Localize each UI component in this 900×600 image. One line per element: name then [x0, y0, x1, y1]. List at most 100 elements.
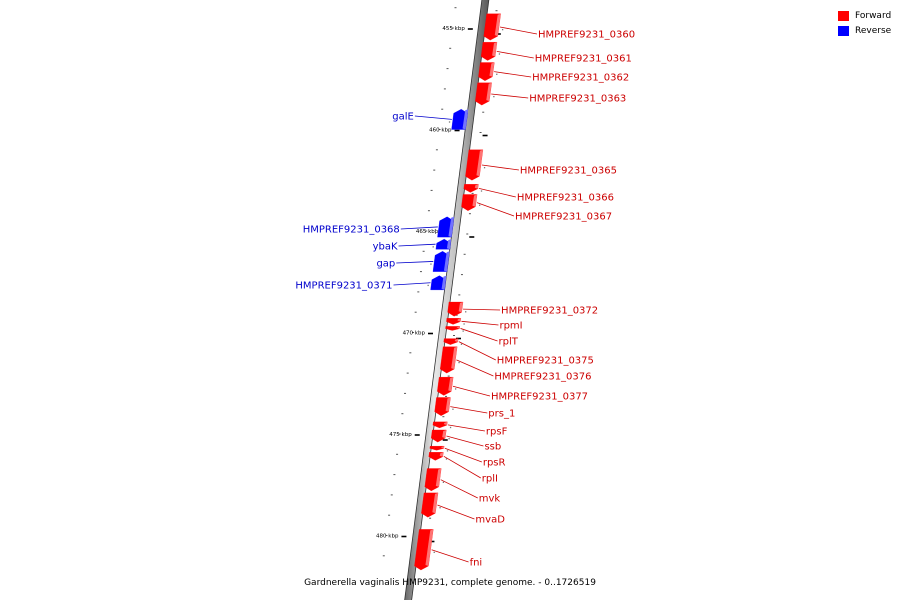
gene-bevel: [440, 446, 445, 449]
label-leader: [452, 385, 491, 397]
gene-arrow: [463, 184, 479, 193]
gene-rpsF[interactable]: [432, 421, 452, 429]
gene-label[interactable]: rpsF: [486, 427, 508, 438]
gene-bevel: [445, 397, 451, 412]
label-leader: [499, 26, 538, 35]
gene-label[interactable]: ssb: [484, 442, 501, 453]
gene-HMPREF9231_0371[interactable]: [427, 275, 447, 291]
gene-label[interactable]: HMPREF9231_0362: [532, 73, 629, 84]
gene-label[interactable]: HMPREF9231_0366: [517, 193, 614, 204]
gene-rplT[interactable]: [445, 326, 464, 332]
gene-label[interactable]: HMPREF9231_0367: [515, 212, 612, 223]
gene-label[interactable]: HMPREF9231_0377: [491, 392, 588, 403]
label-group-gap: gap: [376, 259, 434, 270]
gene-HMPREF9231_0365[interactable]: [465, 149, 486, 181]
gene-label[interactable]: HMPREF9231_0368: [303, 225, 400, 236]
gene-mvaD[interactable]: [421, 492, 441, 518]
gene-HMPREF9231_0361[interactable]: [480, 42, 501, 61]
scale-label: 455 kbp: [442, 26, 465, 32]
gene-marker: [433, 551, 435, 554]
label-group-HMPREF9231_0371: HMPREF9231_0371: [295, 281, 431, 292]
gene-label[interactable]: HMPREF9231_0371: [295, 281, 392, 292]
gene-marker: [446, 450, 449, 452]
gene-galE[interactable]: [448, 109, 469, 130]
label-leader: [458, 341, 496, 361]
gene-label[interactable]: rplT: [499, 337, 519, 348]
label-leader: [447, 424, 485, 432]
gene-HMPREF9231_0363[interactable]: [475, 82, 495, 106]
gene-marker: [448, 121, 451, 123]
gene-arrow: [443, 338, 459, 345]
gene-mvk[interactable]: [424, 468, 445, 492]
gene-HMPREF9231_0360[interactable]: [483, 13, 504, 41]
label-group-rplI: rplI: [443, 455, 498, 485]
gene-HMPREF9231_0367[interactable]: [461, 194, 481, 211]
gene-label[interactable]: HMPREF9231_0360: [538, 30, 635, 41]
gene-bevel: [472, 194, 478, 207]
gene-arrow: [461, 194, 478, 211]
gene-label[interactable]: HMPREF9231_0375: [497, 356, 594, 367]
gene-label[interactable]: HMPREF9231_0376: [494, 372, 591, 383]
gene-label[interactable]: rpmI: [499, 321, 522, 332]
gene-bevel: [442, 429, 447, 439]
gene-prs_1[interactable]: [434, 397, 454, 416]
gene-arrow: [432, 421, 448, 429]
label-group-ssb: ssb: [446, 435, 501, 453]
gene-ssb[interactable]: [431, 429, 450, 443]
gene-label[interactable]: gap: [376, 259, 395, 270]
gene-HMPREF9231_0375[interactable]: [443, 338, 463, 345]
gene-bevel: [443, 251, 450, 272]
gene-fni[interactable]: [414, 529, 435, 571]
backbone-edge-left: [404, 0, 483, 600]
label-leader: [431, 549, 469, 563]
gene-arrow: [446, 318, 462, 325]
gene-HMPREF9231_0372[interactable]: [447, 301, 467, 317]
label-group-rpmI: rpmI: [461, 321, 523, 332]
label-leader: [463, 308, 501, 311]
gene-marker: [480, 190, 483, 192]
backbone-strip: [404, 0, 489, 600]
gene-bevel: [494, 13, 501, 37]
gene-ybaK[interactable]: [432, 238, 452, 250]
gene-label[interactable]: HMPREF9231_0361: [535, 54, 632, 65]
gene-label[interactable]: HMPREF9231_0363: [529, 94, 626, 105]
gene-bevel: [489, 62, 495, 77]
strand-legend: Forward Reverse: [838, 8, 898, 38]
gene-marker: [430, 263, 432, 265]
label-group-HMPREF9231_0377: HMPREF9231_0377: [452, 385, 588, 403]
gene-HMPREF9231_0377[interactable]: [437, 377, 457, 396]
gene-rpsR[interactable]: [429, 446, 449, 452]
gene-bevel: [454, 338, 459, 342]
gene-marker: [434, 228, 437, 231]
label-group-HMPREF9231_0365: HMPREF9231_0365: [481, 164, 617, 177]
gene-label[interactable]: HMPREF9231_0372: [501, 306, 598, 317]
gene-label[interactable]: ybaK: [373, 242, 398, 253]
gene-label[interactable]: rplI: [482, 474, 498, 485]
gene-label[interactable]: HMPREF9231_0365: [520, 166, 617, 177]
label-group-mvaD: mvaD: [437, 504, 505, 526]
label-leader: [440, 479, 478, 499]
legend-label-reverse: Reverse: [855, 25, 892, 36]
label-group-fni: fni: [431, 549, 483, 569]
gene-arrow: [429, 446, 445, 451]
gene-gap[interactable]: [430, 251, 450, 272]
gene-label[interactable]: fni: [470, 558, 483, 569]
gene-label[interactable]: rpsR: [483, 458, 506, 469]
label-group-rpsR: rpsR: [444, 447, 506, 469]
gene-rplI[interactable]: [428, 452, 448, 461]
gene-HMPREF9231_0366[interactable]: [463, 184, 483, 193]
gene-label[interactable]: mvk: [479, 494, 501, 505]
gene-label[interactable]: prs_1: [488, 409, 515, 420]
gene-HMPREF9231_0368[interactable]: [434, 216, 455, 238]
gene-arrow: [437, 377, 454, 396]
gene-bevel: [451, 346, 458, 370]
gene-rpmI[interactable]: [446, 318, 465, 325]
gene-arrow: [445, 326, 460, 331]
gene-label[interactable]: galE: [392, 112, 414, 123]
label-group-HMPREF9231_0362: HMPREF9231_0362: [494, 71, 629, 84]
gene-HMPREF9231_0362[interactable]: [478, 62, 498, 81]
gene-label[interactable]: mvaD: [475, 515, 505, 526]
gene-HMPREF9231_0376[interactable]: [440, 346, 460, 374]
gene-arrow: [478, 62, 495, 81]
